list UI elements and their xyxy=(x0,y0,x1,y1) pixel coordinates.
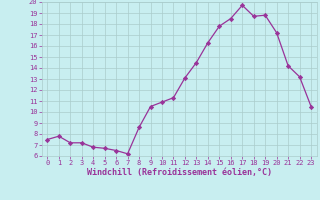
X-axis label: Windchill (Refroidissement éolien,°C): Windchill (Refroidissement éolien,°C) xyxy=(87,168,272,177)
